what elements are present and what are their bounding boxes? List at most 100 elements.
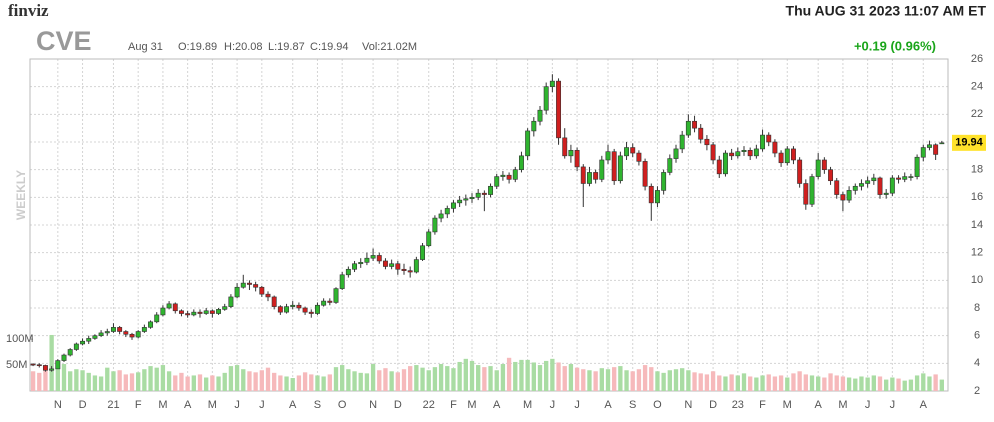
volume-bar xyxy=(754,377,759,391)
x-tick-label: D xyxy=(394,399,402,411)
volume-bar xyxy=(129,373,135,391)
candle-body xyxy=(914,156,920,177)
volume-tick-label: 50M xyxy=(6,359,27,371)
volume-bar xyxy=(364,373,370,391)
y-tick-label: 6 xyxy=(974,330,980,342)
candle-body xyxy=(154,314,160,323)
candle-body xyxy=(339,274,345,289)
change-text: +0.19 (0.96%) xyxy=(854,38,936,53)
volume-bar xyxy=(352,371,357,391)
volume-bar xyxy=(630,371,635,391)
brand: finviz xyxy=(8,1,49,20)
candle-body xyxy=(525,130,531,157)
candle-body xyxy=(599,159,605,180)
volume-bar xyxy=(234,365,240,391)
y-tick-label: 12 xyxy=(971,247,983,259)
volume-bar xyxy=(290,378,295,391)
volume-bar xyxy=(636,369,642,391)
candle-body xyxy=(883,192,889,195)
volume-bar xyxy=(30,371,36,391)
x-tick-label: A xyxy=(493,399,501,411)
volume-bar xyxy=(432,367,438,391)
volume-bar xyxy=(321,376,326,391)
candle-body xyxy=(840,194,846,201)
candle-body xyxy=(376,255,382,262)
volume-bar xyxy=(513,361,518,391)
candle-body xyxy=(611,151,617,182)
volume-bar xyxy=(680,368,685,391)
candle-body xyxy=(413,259,419,273)
volume-bar xyxy=(222,372,227,391)
volume-bar xyxy=(383,368,388,391)
candle-body xyxy=(926,144,932,148)
candle-body xyxy=(55,360,61,370)
volume-bar xyxy=(265,367,271,391)
candle-body xyxy=(222,306,228,310)
candle-body xyxy=(265,293,271,298)
volume-text: Vol:21.02M xyxy=(362,41,417,53)
volume-bar xyxy=(296,375,302,391)
volume-bar xyxy=(488,366,493,391)
volume-bar xyxy=(704,374,710,391)
x-tick-label: D xyxy=(709,399,717,411)
candle-body xyxy=(284,306,290,313)
candle-body xyxy=(852,185,858,191)
candle-body xyxy=(42,365,48,371)
volume-bar xyxy=(309,374,314,391)
candle-body xyxy=(352,263,358,270)
candle-body xyxy=(692,120,698,129)
x-tick-label: A xyxy=(815,399,823,411)
candle-body xyxy=(246,282,252,285)
volume-bar xyxy=(247,371,252,391)
volume-bar xyxy=(544,360,549,391)
x-tick-label: M xyxy=(158,399,167,411)
candle-body xyxy=(506,174,512,180)
candle-body xyxy=(648,185,654,204)
candle-body xyxy=(512,169,518,180)
candle-body xyxy=(580,166,586,184)
volume-bar xyxy=(902,380,907,391)
volume-bar xyxy=(482,367,487,391)
candle-body xyxy=(797,159,803,184)
candle-body xyxy=(902,176,908,180)
candle-body xyxy=(302,307,308,313)
candle-body xyxy=(36,364,42,367)
candle-body xyxy=(277,306,283,313)
volume-bar xyxy=(179,372,184,391)
bar-date: Aug 31 xyxy=(128,41,163,53)
labels-layer: 2468101214161820222426ND21FMAMJJASOND22F… xyxy=(6,53,986,411)
last-price-box xyxy=(952,134,986,151)
candle-body xyxy=(834,180,840,195)
volume-bar xyxy=(562,366,567,391)
candle-body xyxy=(333,288,339,303)
candle-body xyxy=(123,331,129,335)
volume-bar xyxy=(463,358,468,391)
candle-body xyxy=(735,151,741,157)
volume-bar xyxy=(778,375,784,391)
volume-bar xyxy=(537,365,543,391)
candle-body xyxy=(216,309,222,314)
volume-bar xyxy=(698,373,703,391)
volume-bar xyxy=(890,377,895,391)
price-layer xyxy=(30,74,945,372)
last-price-label: 19.94 xyxy=(955,137,983,149)
candle-body xyxy=(314,304,320,314)
volume-bar xyxy=(568,364,574,391)
volume-bar xyxy=(111,371,116,391)
volume-bar xyxy=(426,370,431,391)
open-text: O:19.89 xyxy=(178,41,217,53)
candle-body xyxy=(531,120,537,132)
candle-body xyxy=(562,137,568,157)
volume-bar xyxy=(370,364,376,391)
candle-body xyxy=(636,152,642,162)
candle-body xyxy=(642,161,648,187)
volume-bar xyxy=(840,376,846,391)
candle-body xyxy=(364,257,370,263)
y-tick-label: 14 xyxy=(971,219,983,231)
volume-bar xyxy=(612,367,617,391)
volume-bar xyxy=(624,370,629,391)
candle-body xyxy=(185,313,191,316)
volume-bar xyxy=(278,375,283,391)
candle-body xyxy=(716,159,722,175)
candle-body xyxy=(586,172,592,184)
